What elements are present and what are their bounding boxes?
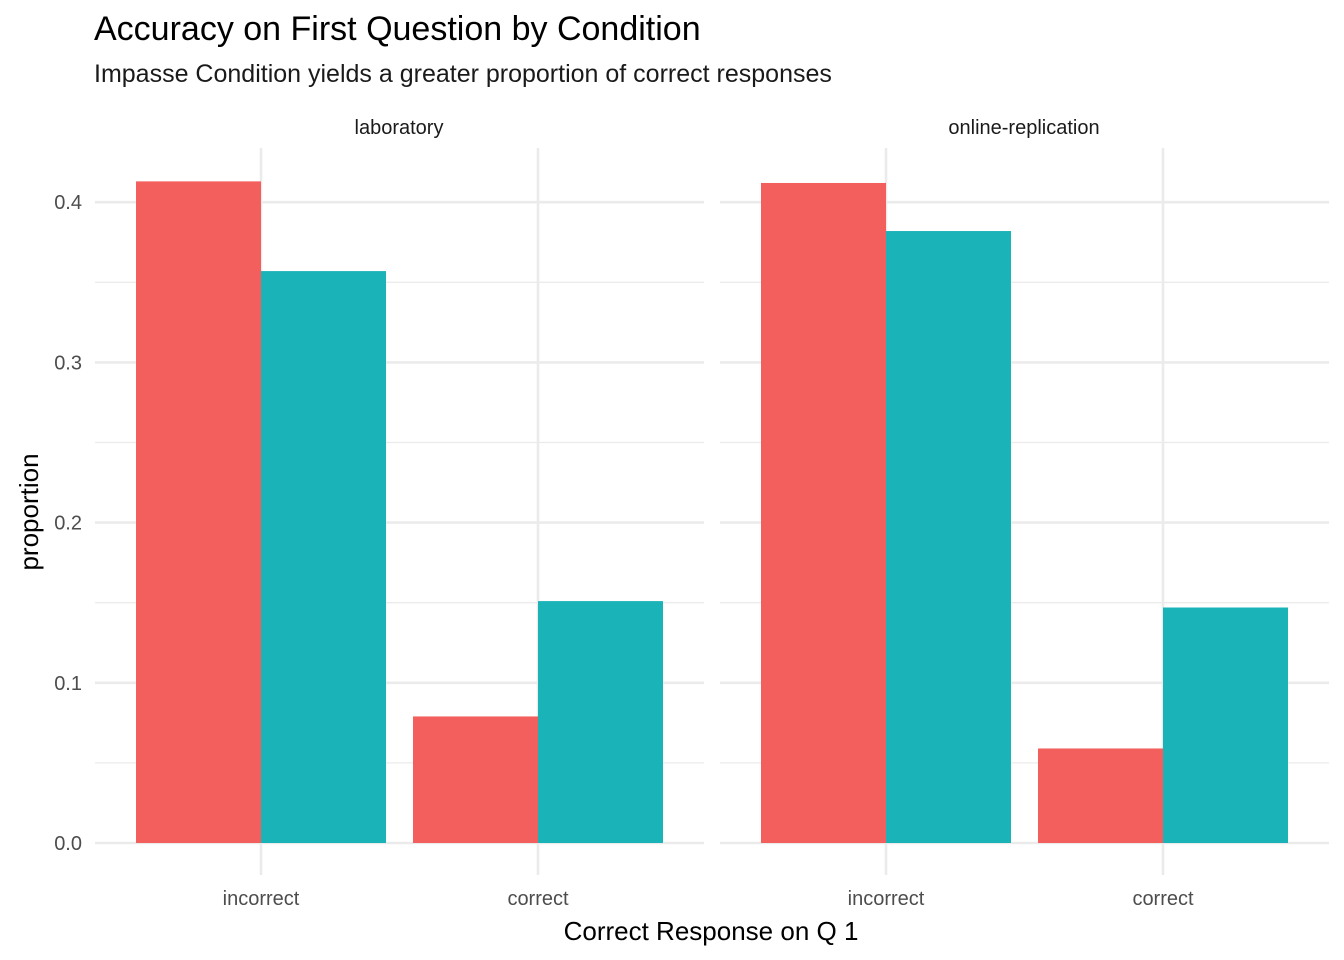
x-tick-labels: incorrect correct xyxy=(223,888,569,910)
x-tick-label: incorrect xyxy=(223,888,300,910)
y-tick-label: 0.2 xyxy=(54,513,82,535)
chart-title: Accuracy on First Question by Condition xyxy=(94,10,701,48)
bar-correct-series-1 xyxy=(1038,748,1163,843)
x-tick-label: correct xyxy=(1132,888,1194,910)
bar-incorrect-series-2 xyxy=(261,271,386,843)
bar-incorrect-series-1 xyxy=(136,181,261,843)
chart-subtitle: Impasse Condition yields a greater propo… xyxy=(94,60,832,88)
bar-correct-series-2 xyxy=(1163,607,1288,843)
bar-group xyxy=(136,181,663,843)
facet-panel-online-replication: online-replication incorrect correct xyxy=(720,117,1329,910)
y-axis-title: proportion xyxy=(14,453,44,570)
bar-incorrect-series-2 xyxy=(886,231,1011,843)
facet-strip-label: laboratory xyxy=(355,117,444,139)
y-tick-label: 0.4 xyxy=(54,192,82,214)
y-tick-label: 0.1 xyxy=(54,673,82,695)
y-tick-labels: 0.0 0.1 0.2 0.3 0.4 xyxy=(54,192,82,855)
bar-correct-series-2 xyxy=(538,601,663,843)
facet-panel-laboratory: laboratory incorrect correct xyxy=(95,117,704,910)
x-axis-title: Correct Response on Q 1 xyxy=(564,916,859,946)
y-tick-label: 0.3 xyxy=(54,352,82,374)
bar-group xyxy=(761,182,1288,843)
x-tick-labels: incorrect correct xyxy=(848,888,1194,910)
x-tick-label: correct xyxy=(507,888,569,910)
bar-correct-series-1 xyxy=(413,716,538,843)
x-tick-label: incorrect xyxy=(848,888,925,910)
facet-strip-label: online-replication xyxy=(948,117,1099,139)
y-tick-label: 0.0 xyxy=(54,833,82,855)
bar-incorrect-series-1 xyxy=(761,182,886,843)
